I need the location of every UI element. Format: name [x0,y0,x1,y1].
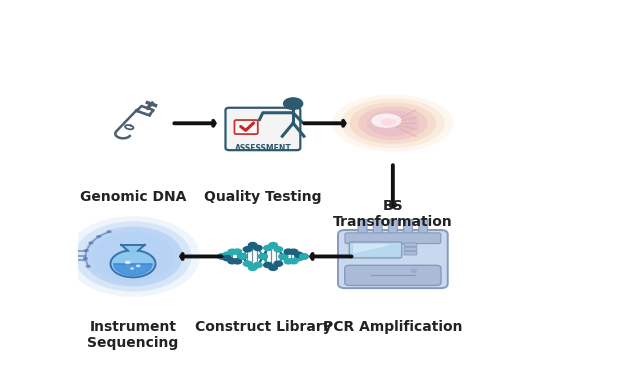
Ellipse shape [350,102,436,144]
Circle shape [258,254,267,259]
Circle shape [83,257,88,260]
FancyBboxPatch shape [338,230,448,288]
Polygon shape [116,108,151,138]
Circle shape [274,261,283,266]
Circle shape [238,254,247,259]
Circle shape [248,243,257,248]
Circle shape [274,247,283,252]
Circle shape [223,256,232,261]
Polygon shape [114,264,152,275]
Circle shape [83,226,183,287]
Circle shape [92,232,174,281]
FancyBboxPatch shape [345,265,441,285]
Ellipse shape [341,99,445,148]
Circle shape [243,261,252,266]
Polygon shape [137,106,153,115]
Circle shape [299,254,308,259]
Text: PCR Amplification: PCR Amplification [323,320,463,334]
Circle shape [264,246,273,250]
Circle shape [238,254,247,259]
FancyBboxPatch shape [404,220,412,235]
Polygon shape [125,125,134,129]
FancyBboxPatch shape [225,108,301,150]
Circle shape [284,259,292,264]
Text: ASSESSMENT: ASSESSMENT [235,144,291,153]
Circle shape [294,256,303,261]
FancyBboxPatch shape [404,251,417,255]
Text: Instrument
Sequencing: Instrument Sequencing [88,320,179,350]
Text: Construct Library: Construct Library [194,320,331,334]
FancyBboxPatch shape [404,243,417,247]
Circle shape [289,249,298,254]
Circle shape [294,252,303,257]
Polygon shape [121,245,145,251]
Circle shape [269,243,278,248]
Circle shape [223,252,232,257]
Circle shape [233,259,242,264]
FancyBboxPatch shape [404,247,417,251]
Circle shape [253,246,262,250]
Circle shape [279,254,288,259]
Circle shape [75,221,191,292]
FancyBboxPatch shape [373,220,382,235]
Circle shape [228,249,237,254]
Ellipse shape [332,95,453,152]
Text: BS
Transformation: BS Transformation [333,199,453,229]
Circle shape [253,262,262,268]
Circle shape [289,259,298,264]
Circle shape [284,98,302,109]
Circle shape [264,262,273,268]
Text: Quality Testing: Quality Testing [204,190,322,204]
Circle shape [130,267,134,270]
Circle shape [248,265,257,270]
Circle shape [419,269,424,272]
Ellipse shape [371,114,402,128]
FancyBboxPatch shape [388,220,397,235]
Circle shape [96,235,101,238]
Circle shape [125,261,131,264]
Circle shape [66,216,200,297]
FancyBboxPatch shape [358,220,367,235]
Circle shape [136,264,140,267]
Circle shape [218,254,226,259]
Circle shape [218,254,226,259]
Ellipse shape [381,118,396,126]
FancyBboxPatch shape [235,120,258,134]
Polygon shape [354,245,389,253]
Ellipse shape [367,110,419,136]
Circle shape [299,254,308,259]
Circle shape [233,249,242,254]
FancyBboxPatch shape [345,233,441,244]
Circle shape [243,247,252,252]
Circle shape [258,254,267,259]
Circle shape [111,250,155,277]
FancyBboxPatch shape [419,220,428,235]
Circle shape [228,259,237,264]
Circle shape [84,249,89,252]
Circle shape [404,269,408,272]
Text: Genomic DNA: Genomic DNA [79,190,186,204]
Ellipse shape [358,106,427,140]
Circle shape [269,265,278,270]
Circle shape [88,241,94,244]
Circle shape [107,230,112,233]
Circle shape [86,265,91,268]
Circle shape [411,269,416,272]
Circle shape [284,249,292,254]
Circle shape [279,254,288,259]
FancyBboxPatch shape [349,242,402,258]
